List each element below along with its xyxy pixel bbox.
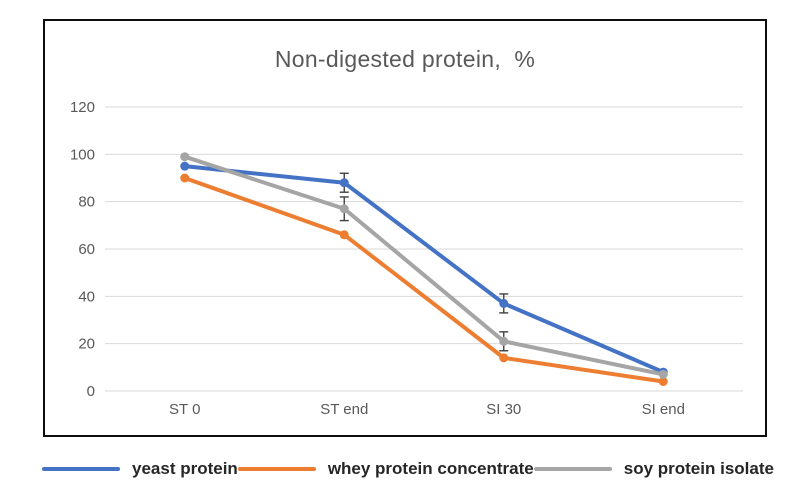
plot-area: 0 20 40 60 80 100 120 ST 0 ST end SI 30 SI end	[70, 99, 743, 418]
y-axis-tick-label: 80	[78, 194, 95, 211]
legend-item-yeast-protein: yeast protein	[42, 459, 238, 479]
y-axis-tick-label: 60	[78, 241, 95, 258]
data-point-marker-whey-protein-concentrate	[339, 230, 349, 240]
legend-label: yeast protein	[132, 459, 238, 478]
x-axis-category-label: ST 0	[169, 401, 200, 418]
y-axis-tick-label: 100	[70, 146, 95, 163]
data-point-marker-soy-protein-isolate	[339, 204, 349, 214]
y-axis-tick-label: 40	[78, 288, 95, 305]
chart-frame: Non-digested protein, % 0 20 40 60 80 100 120 S…	[43, 19, 767, 437]
data-point-marker-soy-protein-isolate	[180, 152, 190, 162]
y-axis-tick-label: 0	[87, 383, 95, 400]
chart-title: Non-digested protein, %	[274, 46, 536, 72]
series-line-whey-protein-concentrate	[182, 176, 666, 384]
legend-item-whey-protein-concentrate: whey protein concentrate	[237, 459, 534, 479]
chart-legend: yeast protein whey protein concentrate s…	[42, 459, 774, 479]
data-point-marker-yeast-protein	[180, 161, 190, 171]
data-point-marker-yeast-protein	[339, 178, 349, 188]
x-axis-category-label: SI 30	[486, 401, 521, 418]
data-point-marker-soy-protein-isolate	[499, 336, 509, 346]
legend-item-soy-protein-isolate: soy protein isolate	[533, 459, 774, 479]
data-point-marker-whey-protein-concentrate	[658, 377, 668, 387]
series-line-soy-protein-isolate	[182, 154, 666, 377]
yeast-protein-line-swatch	[42, 467, 120, 471]
legend-label: soy protein isolate	[623, 459, 774, 478]
x-axis-category-label: ST end	[320, 401, 368, 418]
data-point-marker-whey-protein-concentrate	[180, 173, 190, 183]
soy-protein-isolate-line-swatch	[533, 467, 612, 471]
legend-label: whey protein concentrate	[327, 459, 534, 478]
x-axis-category-label: SI end	[642, 401, 685, 418]
data-point-marker-whey-protein-concentrate	[499, 353, 509, 363]
whey-protein-concentrate-line-swatch	[237, 467, 316, 471]
series-line-yeast-protein	[182, 164, 666, 375]
y-axis-tick-label: 20	[78, 336, 95, 353]
data-point-marker-soy-protein-isolate	[658, 369, 668, 379]
data-point-marker-yeast-protein	[499, 298, 509, 308]
y-axis-tick-label: 120	[70, 99, 95, 116]
